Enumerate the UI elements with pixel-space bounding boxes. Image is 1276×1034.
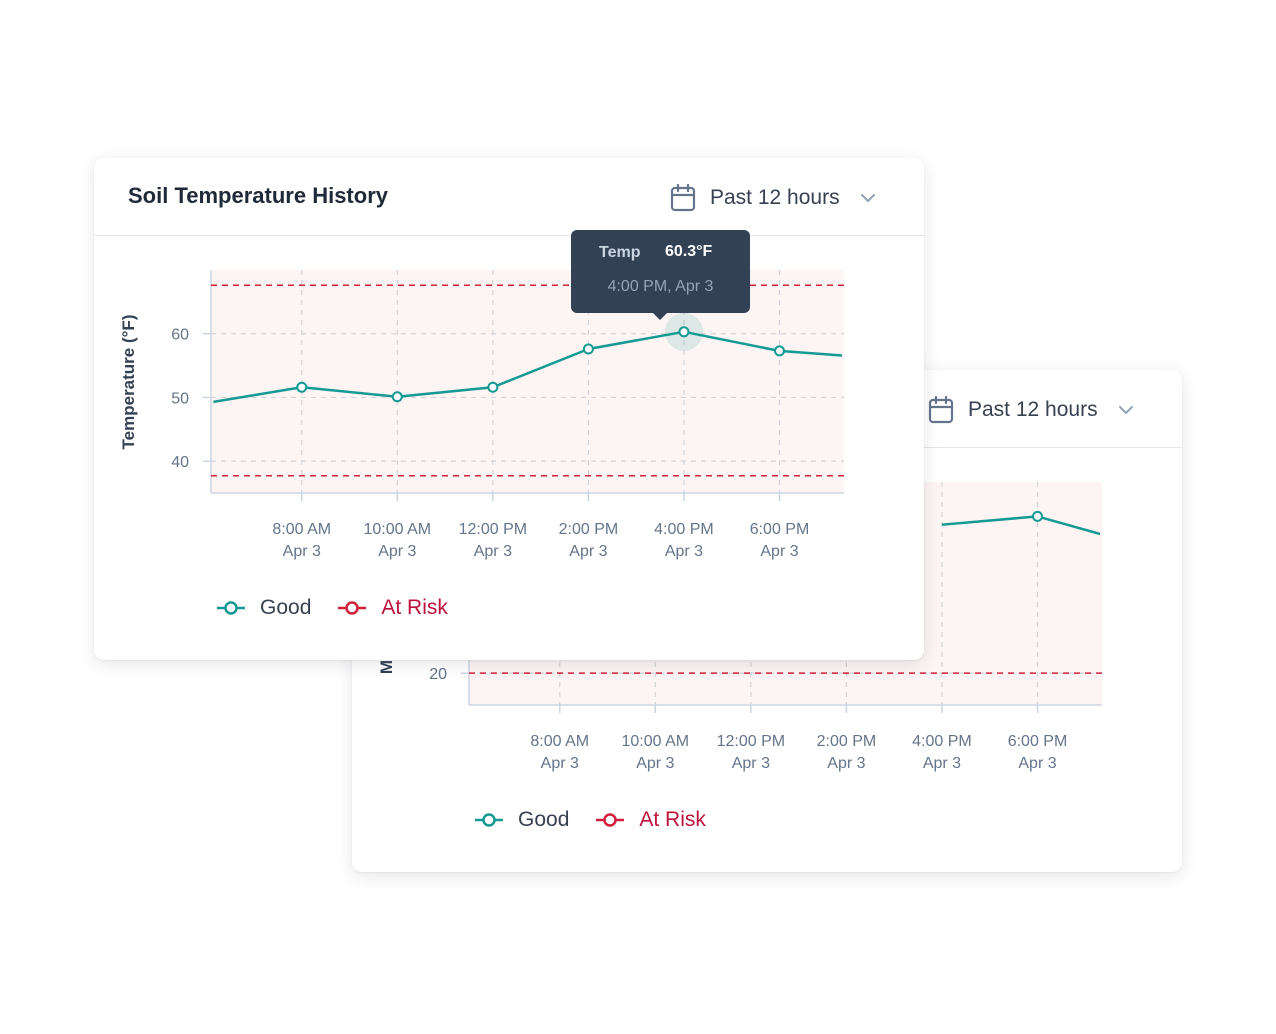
tooltip-value: 60.3°F xyxy=(665,243,713,260)
x-tick-date-label: Apr 3 xyxy=(732,755,770,772)
chart-legend: Good At Risk xyxy=(216,596,474,620)
at-risk-legend-marker xyxy=(595,812,639,828)
data-point xyxy=(582,343,594,355)
y-tick-label: 20 xyxy=(429,666,447,683)
x-tick-date-label: Apr 3 xyxy=(636,755,674,772)
card-header: Soil Temperature History Past 12 hours xyxy=(94,158,924,236)
x-tick-label: 4:00 PM xyxy=(912,733,972,750)
y-axis-title: M xyxy=(377,660,396,674)
calendar-icon xyxy=(928,396,954,424)
data-point xyxy=(1032,510,1044,522)
tooltip-time: 4:00 PM, Apr 3 xyxy=(607,278,714,295)
time-range-label: Past 12 hours xyxy=(968,398,1098,421)
time-range-label: Past 12 hours xyxy=(710,186,840,209)
x-tick-label: 12:00 PM xyxy=(717,733,785,750)
tooltip-key: Temp xyxy=(599,244,641,261)
data-point xyxy=(678,326,690,338)
legend-label-at-risk: At Risk xyxy=(639,808,706,831)
chevron-down-icon xyxy=(860,193,876,203)
legend-item-good[interactable]: Good xyxy=(474,808,569,832)
x-tick-label: 8:00 AM xyxy=(530,733,589,750)
x-tick-label: 8:00 AM xyxy=(272,521,331,538)
data-tooltip: Temp 60.3°F 4:00 PM, Apr 3 xyxy=(571,230,750,320)
calendar-icon xyxy=(670,184,696,212)
y-tick-label: 40 xyxy=(171,454,189,471)
x-tick-label: 6:00 PM xyxy=(750,521,810,538)
time-range-dropdown[interactable]: Past 12 hours xyxy=(670,182,876,214)
card-title: Soil Temperature History xyxy=(128,183,388,208)
legend-label-at-risk: At Risk xyxy=(381,596,448,619)
data-point xyxy=(391,391,403,403)
x-tick-label: 2:00 PM xyxy=(817,733,877,750)
time-range-dropdown[interactable]: Past 12 hours xyxy=(928,394,1134,426)
x-tick-date-label: Apr 3 xyxy=(541,755,579,772)
data-point xyxy=(296,381,308,393)
data-point xyxy=(487,381,499,393)
good-legend-marker xyxy=(474,812,518,828)
chevron-down-icon xyxy=(1118,405,1134,415)
x-tick-date-label: Apr 3 xyxy=(569,543,607,560)
legend-label-good: Good xyxy=(518,808,570,831)
x-tick-date-label: Apr 3 xyxy=(665,543,703,560)
good-series-line xyxy=(213,330,843,404)
x-tick-label: 10:00 AM xyxy=(622,733,690,750)
x-tick-date-label: Apr 3 xyxy=(378,543,416,560)
y-tick-label: 50 xyxy=(171,390,189,407)
x-tick-date-label: Apr 3 xyxy=(827,755,865,772)
legend-label-good: Good xyxy=(260,596,312,619)
x-tick-label: 10:00 AM xyxy=(364,521,432,538)
x-tick-label: 6:00 PM xyxy=(1008,733,1068,750)
good-series xyxy=(213,330,843,404)
x-tick-date-label: Apr 3 xyxy=(283,543,321,560)
x-tick-date-label: Apr 3 xyxy=(474,543,512,560)
y-axis-title: Temperature (°F) xyxy=(119,315,138,450)
x-tick-date-label: Apr 3 xyxy=(923,755,961,772)
x-tick-label: 2:00 PM xyxy=(559,521,619,538)
soil-temperature-card: 40 50 60 8:00 AM Apr 3 10:00 AM Apr 3 12:00 PM A… xyxy=(94,158,924,660)
x-tick-date-label: Apr 3 xyxy=(1018,755,1056,772)
data-point xyxy=(774,345,786,357)
y-tick-label: 60 xyxy=(171,327,189,344)
x-tick-label: 12:00 PM xyxy=(459,521,527,538)
chart-legend: Good At Risk xyxy=(474,808,732,832)
good-legend-marker xyxy=(216,600,260,616)
x-tick-date-label: Apr 3 xyxy=(760,543,798,560)
legend-item-at-risk[interactable]: At Risk xyxy=(337,596,448,620)
x-tick-label: 4:00 PM xyxy=(654,521,714,538)
legend-item-good[interactable]: Good xyxy=(216,596,311,620)
at-risk-legend-marker xyxy=(337,600,381,616)
legend-item-at-risk[interactable]: At Risk xyxy=(595,808,706,832)
